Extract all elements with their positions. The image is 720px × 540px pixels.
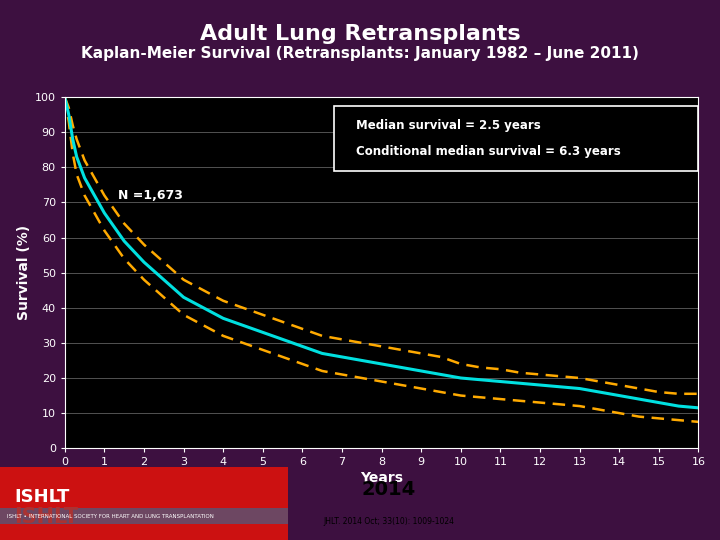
Bar — [0, 508, 288, 524]
X-axis label: Years: Years — [360, 471, 403, 485]
Text: JHLT. 2014 Oct; 33(10): 1009-1024: JHLT. 2014 Oct; 33(10): 1009-1024 — [323, 517, 454, 526]
Text: Adult Lung Retransplants: Adult Lung Retransplants — [199, 24, 521, 44]
Text: 2014: 2014 — [361, 480, 416, 499]
Text: ISHLT • INTERNATIONAL SOCIETY FOR HEART AND LUNG TRANSPLANTATION: ISHLT • INTERNATIONAL SOCIETY FOR HEART … — [7, 514, 214, 519]
Bar — [0, 467, 288, 540]
FancyBboxPatch shape — [334, 106, 698, 171]
Y-axis label: Survival (%): Survival (%) — [17, 225, 31, 320]
Text: N =1,673: N =1,673 — [118, 189, 183, 202]
Text: Median survival = 2.5 years: Median survival = 2.5 years — [356, 119, 541, 132]
Text: ISHLT: ISHLT — [14, 507, 78, 527]
Text: Conditional median survival = 6.3 years: Conditional median survival = 6.3 years — [356, 145, 621, 158]
Text: Kaplan-Meier Survival (Retransplants: January 1982 – June 2011): Kaplan-Meier Survival (Retransplants: Ja… — [81, 46, 639, 61]
Text: ISHLT: ISHLT — [14, 488, 70, 505]
